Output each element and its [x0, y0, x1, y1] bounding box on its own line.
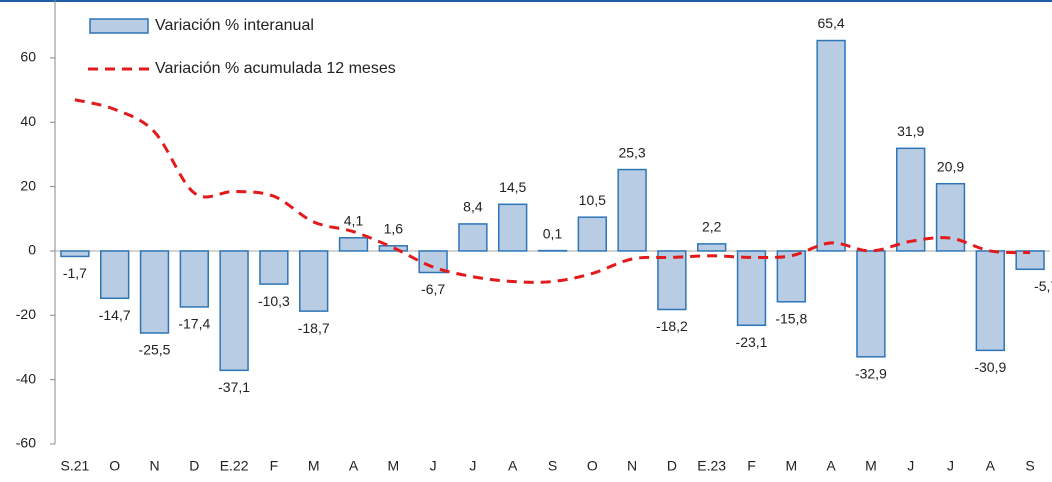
data-label: 31,9	[897, 123, 924, 139]
bar	[260, 251, 288, 284]
data-label: -18,7	[298, 320, 330, 336]
data-label: -10,3	[258, 293, 290, 309]
x-tick-label: J	[469, 458, 476, 474]
x-tick-label: F	[747, 458, 756, 474]
bar	[976, 251, 1004, 350]
data-label: 25,3	[618, 144, 645, 160]
data-label: -30,9	[974, 359, 1006, 375]
x-tick-label: F	[270, 458, 279, 474]
data-label: -15,8	[775, 310, 807, 326]
x-tick-label: A	[826, 458, 836, 474]
bar	[618, 170, 646, 251]
x-tick-label: S	[548, 458, 557, 474]
legend-label: Variación % interanual	[155, 17, 314, 34]
data-label: 1,6	[384, 221, 404, 237]
bar	[817, 41, 845, 251]
x-tick-label: M	[785, 458, 797, 474]
data-label: 0,1	[543, 225, 563, 241]
line	[75, 100, 1030, 283]
x-tick-label: E.23	[697, 458, 726, 474]
data-label: -14,7	[99, 307, 131, 323]
data-label: 8,4	[463, 199, 483, 215]
x-tick-label: O	[109, 458, 120, 474]
y-tick-label: 0	[28, 242, 36, 258]
x-tick-label: A	[508, 458, 518, 474]
x-tick-label: M	[387, 458, 399, 474]
bar	[61, 251, 89, 256]
data-label: 14,5	[499, 179, 526, 195]
x-tick-label: M	[308, 458, 320, 474]
data-label: -1,7	[63, 265, 87, 281]
bar	[698, 244, 726, 251]
data-label: 20,9	[937, 158, 964, 174]
x-tick-label: S	[1025, 458, 1034, 474]
bar	[578, 217, 606, 251]
bar	[857, 251, 885, 357]
data-label: 65,4	[817, 15, 844, 31]
bar	[101, 251, 129, 298]
legend-label: Variación % acumulada 12 meses	[155, 60, 396, 77]
x-tick-label: N	[149, 458, 159, 474]
data-label: 10,5	[579, 192, 606, 208]
bar	[180, 251, 208, 307]
data-label: -23,1	[736, 334, 768, 350]
x-tick-label: J	[430, 458, 437, 474]
data-label: -18,2	[656, 318, 688, 334]
x-tick-label: M	[865, 458, 877, 474]
bar	[141, 251, 169, 333]
bar	[220, 251, 248, 370]
y-tick-label: 20	[20, 177, 36, 193]
x-tick-label: N	[627, 458, 637, 474]
data-label: -37,1	[218, 379, 250, 395]
x-tick-label: E.22	[220, 458, 249, 474]
bar	[300, 251, 328, 311]
bar	[1016, 251, 1044, 269]
bar	[738, 251, 766, 325]
x-tick-label: A	[986, 458, 996, 474]
data-label: 2,2	[702, 219, 722, 235]
data-label: -5,7	[1034, 278, 1052, 294]
x-tick-label: S.21	[60, 458, 89, 474]
x-tick-label: J	[947, 458, 954, 474]
y-tick-label: -20	[16, 306, 36, 322]
x-tick-label: A	[349, 458, 359, 474]
bar	[897, 148, 925, 251]
data-label: -32,9	[855, 366, 887, 382]
bar	[379, 246, 407, 251]
data-label: -25,5	[139, 342, 171, 358]
x-tick-label: D	[189, 458, 199, 474]
y-tick-label: -40	[16, 370, 36, 386]
data-label: -6,7	[421, 281, 445, 297]
bar	[340, 238, 368, 251]
y-tick-label: 40	[20, 113, 36, 129]
data-label: 4,1	[344, 212, 364, 228]
bar	[499, 204, 527, 251]
legend-swatch	[90, 19, 148, 33]
bar	[459, 224, 487, 251]
y-tick-label: 60	[20, 49, 36, 65]
x-tick-label: D	[667, 458, 677, 474]
bar	[658, 251, 686, 310]
data-label: -17,4	[178, 316, 210, 332]
bar	[777, 251, 805, 302]
x-tick-label: O	[587, 458, 598, 474]
x-tick-label: J	[907, 458, 914, 474]
y-tick-label: -60	[16, 435, 36, 451]
